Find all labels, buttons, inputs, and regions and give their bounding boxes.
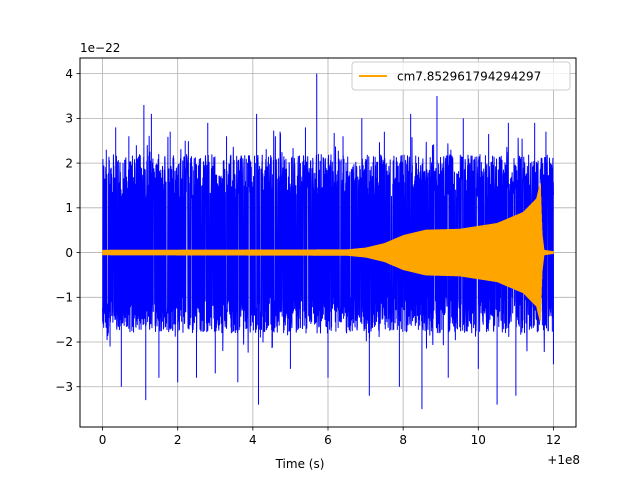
- legend: cm7.852961794294297: [351, 61, 571, 91]
- y-tick-label: −1: [55, 290, 73, 304]
- y-tick-label: 2: [65, 156, 73, 170]
- x-axis-offset-label: +1e8: [547, 453, 580, 467]
- y-tick-label: 4: [65, 67, 73, 81]
- x-tick-label: 8: [399, 433, 407, 447]
- series-line-noise: [102, 73, 554, 410]
- x-tick-label: 12: [546, 433, 561, 447]
- y-tick-label: −2: [55, 335, 73, 349]
- x-axis: 0 2 4 6 8 10 12: [99, 427, 561, 447]
- legend-box: [351, 61, 571, 91]
- x-tick-label: 2: [174, 433, 182, 447]
- y-axis-scale-label: 1e−22: [80, 41, 120, 55]
- y-tick-label: 3: [65, 112, 73, 126]
- legend-label-template: cm7.852961794294297: [397, 70, 541, 84]
- x-tick-label: 0: [99, 433, 107, 447]
- y-tick-label: −3: [55, 380, 73, 394]
- x-tick-label: 10: [471, 433, 486, 447]
- x-tick-label: 4: [249, 433, 257, 447]
- x-axis-label: Time (s): [275, 457, 325, 471]
- y-tick-label: 0: [65, 246, 73, 260]
- y-tick-label: 1: [65, 201, 73, 215]
- series-line-template: [102, 183, 554, 322]
- x-tick-label: 6: [324, 433, 332, 447]
- y-axis: −3 −2 −1 0 1 2 3 4: [55, 67, 80, 394]
